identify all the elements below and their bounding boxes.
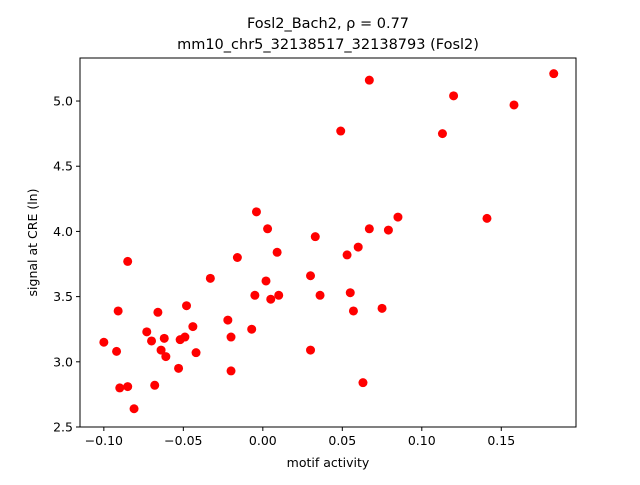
data-point xyxy=(509,100,519,110)
data-point xyxy=(383,225,393,235)
data-point xyxy=(393,212,403,222)
x-tick-label: −0.05 xyxy=(164,433,202,448)
data-point xyxy=(180,332,190,342)
x-axis-ticks: −0.10 −0.05 0.00 0.05 0.10 0.15 xyxy=(85,427,515,448)
data-point xyxy=(156,345,166,355)
x-tick-label: 0.10 xyxy=(408,433,436,448)
y-tick-label: 4.0 xyxy=(53,224,73,239)
data-point xyxy=(112,346,122,356)
data-point xyxy=(306,345,316,355)
data-point xyxy=(250,290,260,300)
data-point xyxy=(345,288,355,298)
x-tick-label: 0.00 xyxy=(249,433,277,448)
data-point xyxy=(364,224,374,234)
y-tick-label: 2.5 xyxy=(53,420,73,435)
data-point xyxy=(205,273,215,283)
data-point xyxy=(272,247,282,257)
data-point xyxy=(310,232,320,242)
data-point xyxy=(315,290,325,300)
data-point xyxy=(336,126,346,136)
data-point xyxy=(223,315,233,325)
data-point xyxy=(348,306,358,316)
data-point xyxy=(153,307,163,317)
data-point xyxy=(115,383,125,393)
data-point xyxy=(306,271,316,281)
y-axis-ticks: 2.5 3.0 3.5 4.0 4.5 5.0 xyxy=(53,94,80,435)
data-point xyxy=(182,301,192,311)
data-point xyxy=(364,75,374,85)
data-point xyxy=(113,306,123,316)
data-point xyxy=(123,256,133,266)
data-point xyxy=(226,366,236,376)
data-point xyxy=(377,303,387,313)
x-tick-label: 0.15 xyxy=(487,433,515,448)
y-tick-label: 3.5 xyxy=(53,289,73,304)
axes-frame xyxy=(79,57,577,428)
data-point xyxy=(123,382,133,392)
data-point xyxy=(358,378,368,388)
data-point xyxy=(147,336,157,346)
data-point xyxy=(251,207,261,217)
data-point xyxy=(263,224,273,234)
data-point xyxy=(174,363,184,373)
data-point xyxy=(161,352,171,362)
data-point xyxy=(437,129,447,139)
data-point xyxy=(247,324,257,334)
data-point xyxy=(99,337,109,347)
y-axis-label: signal at CRE (ln) xyxy=(25,189,40,297)
data-point xyxy=(266,294,276,304)
data-point xyxy=(274,290,284,300)
data-point xyxy=(159,333,169,343)
data-point xyxy=(549,69,559,79)
y-tick-label: 5.0 xyxy=(53,94,73,109)
data-point xyxy=(142,327,152,337)
x-tick-label: −0.10 xyxy=(85,433,123,448)
data-point xyxy=(342,250,352,260)
data-point xyxy=(188,322,198,332)
data-point xyxy=(129,404,139,414)
data-point xyxy=(191,348,201,358)
plot-area xyxy=(79,57,577,428)
data-point xyxy=(482,213,492,223)
data-point xyxy=(261,276,271,286)
chart-title-line2: mm10_chr5_32138517_32138793 (Fosl2) xyxy=(177,37,479,53)
data-point xyxy=(353,242,363,252)
x-axis-label: motif activity xyxy=(287,455,370,470)
data-point xyxy=(150,380,160,390)
y-tick-label: 3.0 xyxy=(53,354,73,369)
x-tick-label: 0.05 xyxy=(328,433,356,448)
data-point xyxy=(232,252,242,262)
y-tick-label: 4.5 xyxy=(53,159,73,174)
data-point xyxy=(449,91,459,101)
data-points xyxy=(99,69,559,414)
chart-title-line1: Fosl2_Bach2, ρ = 0.77 xyxy=(247,16,409,32)
data-point xyxy=(226,332,236,342)
